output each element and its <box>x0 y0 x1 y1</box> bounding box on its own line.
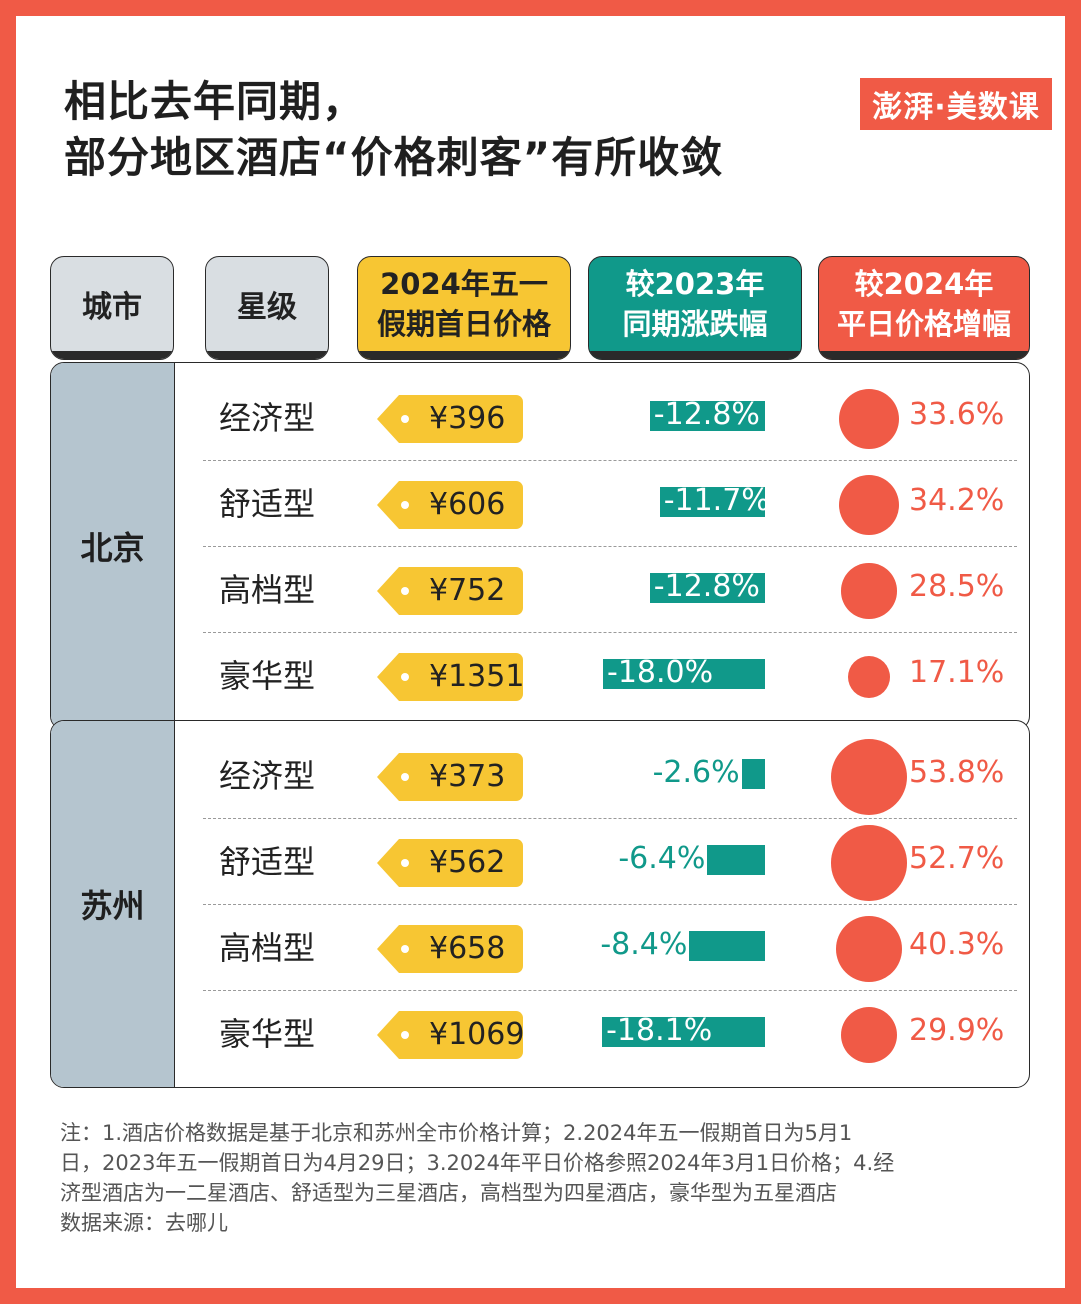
yoy-bar <box>649 401 765 431</box>
table-row: 经济型 ¥373 -2.6% 53.8% <box>51 733 1029 819</box>
yoy-data-label: -11.7% <box>663 483 770 518</box>
weekday-data-label: 53.8% <box>909 755 1005 790</box>
yoy-data-label: -18.1% <box>606 1013 713 1048</box>
header-price: 2024年五一 假期首日价格 <box>357 256 571 360</box>
weekday-data-label: 17.1% <box>909 655 1005 690</box>
title-line-1: 相比去年同期， <box>64 77 366 126</box>
star-level-label: 经济型 <box>219 757 316 795</box>
header-price-line-2: 假期首日价格 <box>376 307 551 341</box>
page-title: 相比去年同期， 部分地区酒店“价格刺客”有所收敛 <box>64 74 723 186</box>
footnote-line-3: 济型酒店为一二星酒店、舒适型为三星酒店，高档型为四星酒店，豪华型为五星酒店 <box>60 1181 837 1205</box>
row-divider <box>203 990 1017 991</box>
yoy-data-label: -6.4% <box>618 841 706 876</box>
yoy-bar <box>707 845 765 875</box>
city-label: 苏州 <box>51 721 175 1087</box>
header-city: 城市 <box>50 256 174 360</box>
yoy-bar <box>602 1017 765 1047</box>
row-divider <box>203 904 1017 905</box>
weekday-circle <box>847 655 891 699</box>
row-divider <box>203 546 1017 547</box>
price-tag: ¥373 <box>377 753 523 801</box>
header-yoy: 较2023年 同期涨跌幅 <box>588 256 802 360</box>
price-tag: ¥606 <box>377 481 523 529</box>
price-tag: ¥1069 <box>377 1011 524 1059</box>
yoy-bar <box>689 931 765 961</box>
yoy-data-label: -18.0% <box>607 655 714 690</box>
row-divider <box>203 818 1017 819</box>
table-row: 豪华型 ¥1069 -18.1% 29.9% <box>51 991 1029 1077</box>
yoy-bar <box>741 759 765 789</box>
weekday-circle <box>838 388 900 450</box>
weekday-data-label: 40.3% <box>909 927 1005 962</box>
row-divider <box>203 460 1017 461</box>
price-tag: ¥752 <box>377 567 523 615</box>
star-level-label: 舒适型 <box>219 843 316 881</box>
header-weekday: 较2024年 平日价格增幅 <box>818 256 1030 360</box>
weekday-data-label: 33.6% <box>909 397 1005 432</box>
price-tag: ¥658 <box>377 925 523 973</box>
header-price-line-1: 2024年五一 <box>380 267 548 301</box>
price-tag: ¥1351 <box>377 653 524 701</box>
yoy-bar <box>659 487 765 517</box>
table-row: 经济型 ¥396 -12.8% 33.6% <box>51 375 1029 461</box>
star-level-label: 高档型 <box>219 571 316 609</box>
data-source: 数据来源：去哪儿 <box>60 1211 228 1235</box>
logo-thepaper: 澎湃·美数课 <box>860 78 1052 130</box>
weekday-data-label: 52.7% <box>909 841 1005 876</box>
header-city-label: 城市 <box>82 290 142 325</box>
weekday-circle <box>831 825 907 901</box>
table-row: 豪华型 ¥1351 -18.0% 17.1% <box>51 633 1029 719</box>
price-tag: ¥396 <box>377 395 523 443</box>
city-block: 北京 经济型 ¥396 -12.8% 33.6% 舒适型 ¥606 -11.7% 34.2% 高档… <box>50 362 1030 730</box>
weekday-data-label: 29.9% <box>909 1013 1005 1048</box>
header-star-label: 星级 <box>237 290 297 325</box>
header-weekday-line-1: 较2024年 <box>854 267 994 301</box>
title-line-2: 部分地区酒店“价格刺客”有所收敛 <box>64 133 724 182</box>
header-yoy-line-2: 同期涨跌幅 <box>622 307 768 341</box>
price-tag: ¥562 <box>377 839 523 887</box>
yoy-bar <box>603 659 765 689</box>
weekday-circle <box>831 739 907 815</box>
table-row: 高档型 ¥752 -12.8% 28.5% <box>51 547 1029 633</box>
header-star: 星级 <box>205 256 329 360</box>
table-row: 高档型 ¥658 -8.4% 40.3% <box>51 905 1029 991</box>
footnote-line-1: 注：1.酒店价格数据是基于北京和苏州全市价格计算；2.2024年五一假期首日为5… <box>60 1121 853 1145</box>
star-level-label: 豪华型 <box>219 657 316 695</box>
star-level-label: 高档型 <box>219 929 316 967</box>
table-row: 舒适型 ¥562 -6.4% 52.7% <box>51 819 1029 905</box>
row-divider <box>203 632 1017 633</box>
yoy-bar <box>649 573 765 603</box>
weekday-data-label: 28.5% <box>909 569 1005 604</box>
yoy-data-label: -12.8% <box>653 397 760 432</box>
yoy-data-label: -12.8% <box>653 569 760 604</box>
weekday-circle <box>836 916 902 982</box>
star-level-label: 舒适型 <box>219 485 316 523</box>
weekday-circle <box>840 1006 898 1064</box>
footnotes: 注：1.酒店价格数据是基于北京和苏州全市价格计算；2.2024年五一假期首日为5… <box>60 1118 1030 1238</box>
table-row: 舒适型 ¥606 -11.7% 34.2% <box>51 461 1029 547</box>
footnote-line-2: 日，2023年五一假期首日为4月29日；3.2024年平日价格参照2024年3月… <box>60 1151 895 1175</box>
weekday-circle <box>838 474 900 536</box>
star-level-label: 豪华型 <box>219 1015 316 1053</box>
header-yoy-line-1: 较2023年 <box>625 267 765 301</box>
yoy-data-label: -2.6% <box>652 755 740 790</box>
star-level-label: 经济型 <box>219 399 316 437</box>
city-block: 苏州 经济型 ¥373 -2.6% 53.8% 舒适型 ¥562 -6.4% 52.7% 高档型 ¥… <box>50 720 1030 1088</box>
city-label: 北京 <box>51 363 175 729</box>
yoy-data-label: -8.4% <box>600 927 688 962</box>
header-weekday-line-2: 平日价格增幅 <box>836 307 1011 341</box>
weekday-circle <box>841 563 897 619</box>
weekday-data-label: 34.2% <box>909 483 1005 518</box>
